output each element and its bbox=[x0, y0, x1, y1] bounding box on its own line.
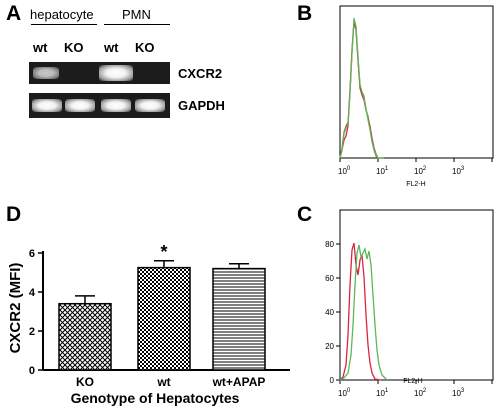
y-tick-label: 4 bbox=[29, 287, 36, 299]
flow-c-ytick-60: 60 bbox=[325, 274, 334, 283]
gel-row-label-cxcr2: CXCR2 bbox=[178, 66, 223, 81]
y-tick-label: 2 bbox=[29, 326, 35, 338]
gel-group-hepatocyte-line bbox=[31, 24, 97, 25]
x-tick-label: wt bbox=[156, 375, 170, 389]
x-tick-label: wt+APAP bbox=[212, 375, 266, 389]
flow-b-xlabel: FL2-H bbox=[406, 181, 425, 188]
flow-c-xtick-3: 102 bbox=[414, 388, 427, 398]
flow-b-xtick-4: 103 bbox=[452, 166, 465, 176]
x-tick-label: KO bbox=[76, 375, 94, 389]
flow-c-xlabel: FL2-H bbox=[403, 378, 422, 385]
flow-b-xtick-2: 101 bbox=[376, 166, 389, 176]
flow-c-ytick-marks bbox=[336, 243, 340, 381]
y-tick-label: 6 bbox=[29, 248, 35, 260]
panel-label-b: B bbox=[297, 2, 313, 25]
gel-row-label-gapdh: GAPDH bbox=[178, 98, 225, 113]
bar-chart-d: CXCR2 (MFI) Genotype of Hepatocytes 0 2 4 6… bbox=[7, 242, 290, 406]
flow-c-ytick-0: 0 bbox=[330, 376, 335, 385]
gel-group-pmn: PMN bbox=[122, 7, 151, 22]
flow-c-xtick-2: 101 bbox=[376, 388, 389, 398]
panel-label-a: A bbox=[6, 2, 22, 25]
gel-band-gapdh-3 bbox=[101, 99, 131, 112]
flow-b-trace-green bbox=[339, 17, 384, 159]
gel-lane-label-3: wt bbox=[104, 40, 119, 55]
panel-label-d: D bbox=[6, 203, 22, 226]
bar-chart-xlabel: Genotype of Hepatocytes bbox=[71, 390, 240, 406]
flow-c-ytick-20: 20 bbox=[325, 342, 334, 351]
gel-band-cxcr2-wt-hep bbox=[33, 67, 59, 79]
bar-chart-plot: 0 2 4 6 KO wt wt+APAP * bbox=[29, 242, 290, 389]
bar-ko bbox=[58, 302, 112, 371]
flow-c-ytick-40: 40 bbox=[325, 308, 334, 317]
gel-band-gapdh-4 bbox=[135, 99, 165, 112]
flow-b-minor-ticks bbox=[339, 158, 493, 162]
gel-band-gapdh-2 bbox=[65, 99, 95, 112]
bar-chart-ylabel: CXCR2 (MFI) bbox=[7, 263, 24, 354]
y-tick-label: 0 bbox=[29, 365, 35, 377]
flow-c-xtick-marks bbox=[339, 380, 493, 384]
flow-c-trace-green bbox=[339, 244, 388, 381]
flow-histogram-b: 100 101 102 103 FL2-H bbox=[338, 5, 494, 188]
flow-b-xtick-1: 100 bbox=[338, 166, 351, 176]
gel-group-pmn-line bbox=[104, 24, 170, 25]
panel-label-c: C bbox=[297, 203, 313, 226]
flow-c-xtick-4: 103 bbox=[452, 388, 465, 398]
gel-band-gapdh-1 bbox=[32, 99, 62, 112]
gel-strip-gapdh bbox=[29, 93, 170, 118]
flow-c-frame bbox=[339, 209, 494, 381]
flow-c-ytick-80: 80 bbox=[325, 240, 334, 249]
gel-lane-label-2: KO bbox=[64, 40, 84, 55]
bar-wt bbox=[137, 266, 191, 371]
flow-c-xtick-1: 100 bbox=[338, 388, 351, 398]
gel-group-hepatocyte: hepatocyte bbox=[30, 7, 94, 22]
gel-band-cxcr2-wt-pmn bbox=[99, 65, 133, 81]
flow-histogram-c: 0 20 40 60 80 100 101 102 103 FL2-H bbox=[325, 209, 494, 398]
flow-c-trace-red bbox=[339, 242, 382, 381]
flow-b-xtick-3: 102 bbox=[414, 166, 427, 176]
gel-lane-label-1: wt bbox=[33, 40, 48, 55]
bar-wt-apap bbox=[212, 267, 266, 371]
gel-lane-label-4: KO bbox=[135, 40, 155, 55]
gel-strip-cxcr2 bbox=[29, 62, 170, 84]
flow-b-frame bbox=[339, 5, 494, 159]
flow-b-trace-brown bbox=[339, 19, 384, 159]
significance-asterisk: * bbox=[160, 242, 167, 262]
